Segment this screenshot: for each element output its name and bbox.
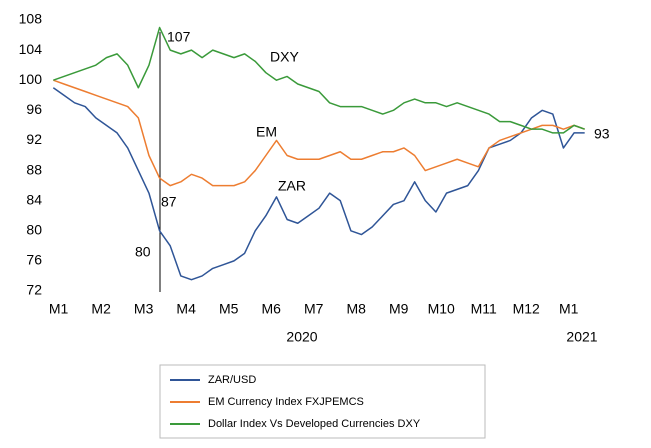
x-tick-label: M1 (559, 301, 579, 317)
legend-box (159, 364, 486, 439)
y-tick-label: 108 (19, 11, 43, 27)
legend-label: ZAR/USD (208, 374, 256, 386)
y-tick-label: 96 (26, 101, 42, 117)
y-tick-label: 80 (26, 221, 42, 237)
annotation: 87 (161, 194, 177, 210)
x-tick-label: M1 (49, 301, 69, 317)
legend: ZAR/USD EM Currency Index FXJPEMCS Dollar … (170, 374, 421, 430)
x-tick-label: M8 (346, 301, 366, 317)
x-tick-label: M7 (304, 301, 324, 317)
series-line (52, 87, 585, 281)
x-tick-label: M5 (219, 301, 239, 317)
x-tick-label: M9 (389, 301, 409, 317)
x-group-label: 2021 (566, 329, 597, 345)
annotation: EM (256, 124, 277, 140)
annotation: 93 (594, 126, 610, 142)
y-tick-label: 104 (19, 41, 43, 57)
x-tick-label: M11 (471, 301, 497, 317)
x-tick-label: M4 (176, 301, 196, 317)
y-tick-label: 100 (19, 71, 43, 87)
y-tick-label: 76 (26, 252, 42, 268)
annotation: 80 (135, 244, 151, 260)
annotation: DXY (270, 49, 299, 65)
x-group-label: 2020 (286, 329, 317, 345)
x-tick-label: M2 (91, 301, 111, 317)
legend-label: EM Currency Index FXJPEMCS (208, 396, 364, 408)
series-line (53, 26, 585, 134)
series-line (53, 79, 585, 187)
y-tick-label: 88 (26, 161, 42, 177)
x-tick-label: M10 (428, 301, 455, 317)
x-tick-label: M12 (513, 301, 540, 317)
x-tick-label: M6 (261, 301, 281, 317)
y-tick-label: 72 (26, 282, 42, 298)
annotation: ZAR (278, 178, 306, 194)
annotation: 107 (167, 29, 191, 45)
x-tick-label: M3 (134, 301, 154, 317)
y-tick-label: 84 (26, 191, 42, 207)
y-tick-label: 92 (26, 131, 42, 147)
legend-label: Dollar Index Vs Developed Currencies DXY (208, 418, 421, 430)
